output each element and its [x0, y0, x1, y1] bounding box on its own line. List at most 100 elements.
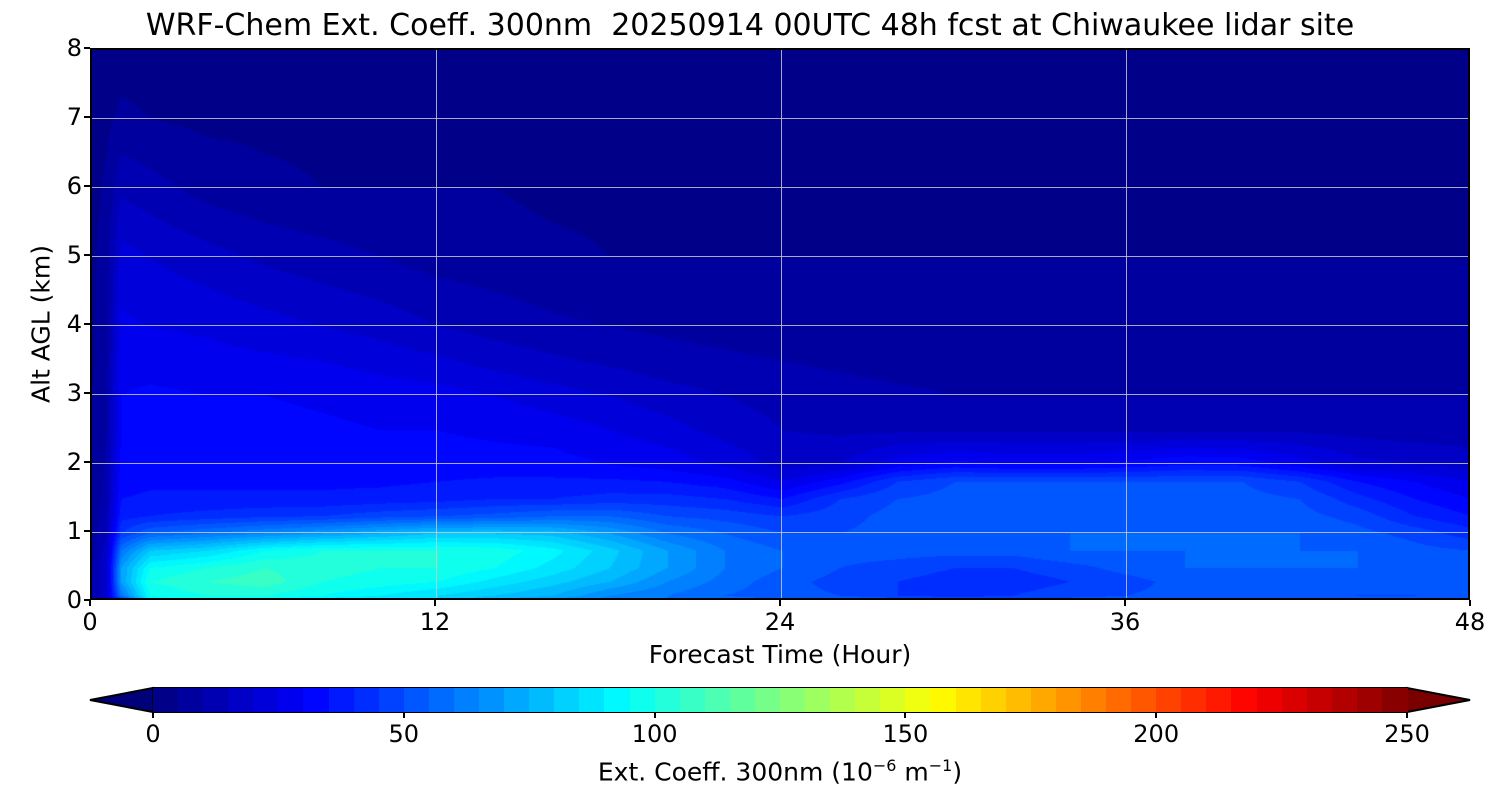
colorbar-segment — [1181, 688, 1207, 712]
y-tick-mark — [84, 254, 90, 256]
colorbar-label: Ext. Coeff. 300nm (10−6 m−1) — [597, 756, 963, 787]
colorbar-segment — [1055, 688, 1082, 712]
colorbar-segment — [1231, 688, 1258, 712]
colorbar-segment — [1005, 688, 1032, 712]
colorbar-tick-label: 0 — [145, 720, 161, 748]
x-grid-line — [781, 50, 782, 598]
y-tick-label: 5 — [66, 241, 82, 269]
colorbar-segment — [1281, 688, 1308, 712]
colorbar-segment — [855, 688, 881, 712]
colorbar-segment — [1306, 688, 1333, 712]
colorbar-segment — [1206, 688, 1233, 712]
colorbar-tick-mark — [1406, 712, 1408, 718]
x-tick-label: 0 — [82, 608, 98, 636]
colorbar-segment — [1256, 688, 1283, 712]
colorbar-segment — [679, 688, 706, 712]
colorbar-segment — [203, 688, 229, 712]
y-tick-mark — [84, 116, 90, 118]
colorbar-segment — [178, 688, 204, 712]
colorbar-segment — [228, 688, 254, 712]
colorbar-tick-label: 200 — [1133, 720, 1180, 748]
colorbar-segment — [303, 688, 330, 712]
x-tick-label: 24 — [764, 608, 796, 636]
colorbar-segment — [1030, 688, 1057, 712]
colorbar-segment — [428, 688, 455, 712]
y-tick-mark — [84, 599, 90, 601]
y-tick-mark — [84, 461, 90, 463]
colorbar-segment — [1080, 688, 1107, 712]
colorbar-segment — [554, 688, 580, 712]
y-tick-label: 0 — [66, 586, 82, 614]
x-grid-line — [1126, 50, 1127, 598]
x-tick-mark — [779, 600, 781, 606]
x-tick-mark — [1469, 600, 1471, 606]
x-tick-mark — [89, 600, 91, 606]
colorbar-segment — [328, 688, 355, 712]
colorbar-segment — [479, 688, 505, 712]
colorbar-segment — [1331, 688, 1358, 712]
colorbar-tick-label: 100 — [631, 720, 678, 748]
colorbar-segment — [378, 688, 405, 712]
colorbar-segment — [780, 688, 806, 712]
colorbar-segment — [604, 688, 631, 712]
colorbar-segment — [253, 688, 279, 712]
colorbar-tick-mark — [402, 712, 405, 718]
colorbar-segment — [830, 688, 856, 712]
colorbar-segment — [1356, 688, 1383, 712]
y-grid-line — [92, 532, 1468, 533]
colorbar-segment — [704, 688, 731, 712]
y-tick-mark — [84, 530, 90, 532]
y-tick-label: 3 — [66, 379, 82, 407]
colorbar-segment — [1106, 688, 1132, 712]
y-grid-line — [92, 187, 1468, 188]
x-tick-label: 48 — [1454, 608, 1486, 636]
colorbar-segment — [880, 688, 906, 712]
y-grid-line — [92, 325, 1468, 326]
x-tick-label: 12 — [419, 608, 451, 636]
colorbar-segment — [629, 688, 656, 712]
colorbar-segment — [729, 688, 756, 712]
x-tick-mark — [434, 600, 436, 606]
y-tick-label: 6 — [66, 172, 82, 200]
y-axis-label: Alt AGL (km) — [26, 244, 56, 404]
y-grid-line — [92, 394, 1468, 395]
y-tick-label: 7 — [66, 103, 82, 131]
y-tick-mark — [84, 185, 90, 187]
y-tick-mark — [84, 323, 90, 325]
y-grid-line — [92, 256, 1468, 257]
extinction-heatmap — [92, 50, 1468, 598]
colorbar — [153, 688, 1408, 712]
colorbar-segment — [579, 688, 606, 712]
colorbar-segment — [453, 688, 480, 712]
x-grid-line — [436, 50, 437, 598]
colorbar-segment — [1131, 688, 1157, 712]
colorbar-segment — [754, 688, 781, 712]
colorbar-segment — [504, 688, 530, 712]
colorbar-segment — [153, 688, 179, 712]
y-tick-label: 1 — [66, 517, 82, 545]
colorbar-segment — [278, 688, 305, 712]
y-tick-label: 2 — [66, 448, 82, 476]
colorbar-segment — [353, 688, 380, 712]
y-tick-mark — [84, 47, 90, 49]
colorbar-segment — [529, 688, 555, 712]
colorbar-segment — [1381, 688, 1408, 712]
colorbar-max-extension — [1406, 686, 1471, 714]
colorbar-segment — [1156, 688, 1182, 712]
colorbar-tick-mark — [1155, 712, 1158, 718]
x-tick-label: 36 — [1109, 608, 1141, 636]
y-tick-label: 4 — [66, 310, 82, 338]
colorbar-tick-label: 250 — [1384, 720, 1430, 748]
x-axis-label: Forecast Time (Hour) — [648, 640, 912, 669]
y-tick-mark — [84, 392, 90, 394]
colorbar-tick-mark — [152, 712, 154, 718]
colorbar-segment — [980, 688, 1007, 712]
colorbar-segment — [805, 688, 831, 712]
colorbar-segment — [654, 688, 681, 712]
colorbar-tick-label: 150 — [882, 720, 929, 748]
colorbar-tick-mark — [653, 712, 656, 718]
x-tick-mark — [1124, 600, 1126, 606]
y-tick-label: 8 — [66, 34, 82, 62]
y-grid-line — [92, 118, 1468, 119]
